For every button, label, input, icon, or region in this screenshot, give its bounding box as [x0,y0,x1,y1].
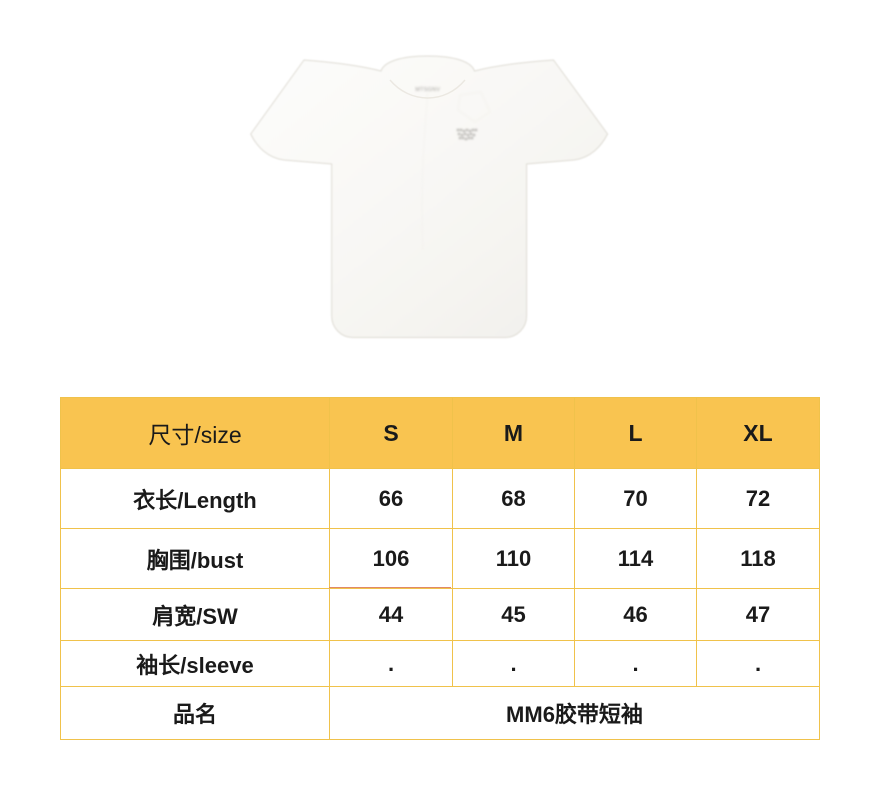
svg-text:MTSGNV: MTSGNV [415,87,440,93]
